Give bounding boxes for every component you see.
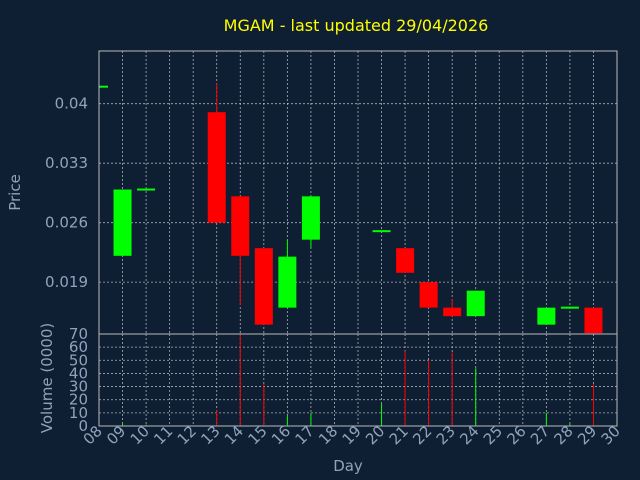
price-axis-label: Price [6,174,24,211]
candle-body [278,256,297,308]
candle-body [443,307,462,317]
candle-body [207,112,226,223]
candle-body [301,196,320,240]
candle-body [466,290,485,317]
candles [99,83,603,334]
candle [207,83,226,223]
price-grid [99,51,617,334]
candle-body [396,248,415,273]
price-y-ticks: 0.04 0.033 0.026 0.019 [45,95,88,291]
candle-body [537,307,556,325]
volume-tick-label: 20 [69,391,88,409]
candle-body [137,188,156,191]
candle [372,230,391,233]
volume-axis-label: Volume (0000) [38,323,56,433]
chart-title: MGAM - last updated 29/04/2026 [224,16,489,35]
candle-body [254,248,273,325]
candle [419,282,438,308]
volume-tick-label: 60 [69,338,88,356]
candle [396,248,415,273]
candle [99,85,108,88]
x-axis-label: Day [333,457,363,475]
candle-body [560,306,579,309]
candle-body [419,282,438,308]
price-tick-label: 0.04 [55,95,88,113]
candle-body [113,189,132,256]
volume-grid [99,334,617,426]
candle [560,306,579,309]
volume-tick-label: 70 [69,325,88,343]
price-tick-label: 0.033 [45,154,88,172]
candle [278,239,297,308]
volume-tick-label: 50 [69,351,88,369]
volume-tick-label: 40 [69,364,88,382]
candle [301,196,320,249]
price-panel: 0.04 0.033 0.026 0.019 Price [6,50,618,335]
candle [137,188,156,191]
candle-body [231,196,250,256]
price-tick-label: 0.026 [45,214,88,232]
candle [231,196,250,306]
volume-frame [98,333,618,427]
volume-tick-label: 30 [69,378,88,396]
volume-tick-label: 0 [78,417,88,435]
candle [537,307,556,325]
candle [466,290,485,317]
candle [113,189,132,256]
candle [584,307,603,334]
candle-body [372,230,391,233]
x-axis-ticks: 0809101112131415161718192021222324252627… [80,422,624,448]
candle-body [584,307,603,334]
price-tick-label: 0.019 [45,273,88,291]
candle [443,299,462,317]
candle [254,248,273,325]
volume-tick-label: 10 [69,404,88,422]
candle-body [99,85,108,88]
volume-bars [98,334,594,426]
